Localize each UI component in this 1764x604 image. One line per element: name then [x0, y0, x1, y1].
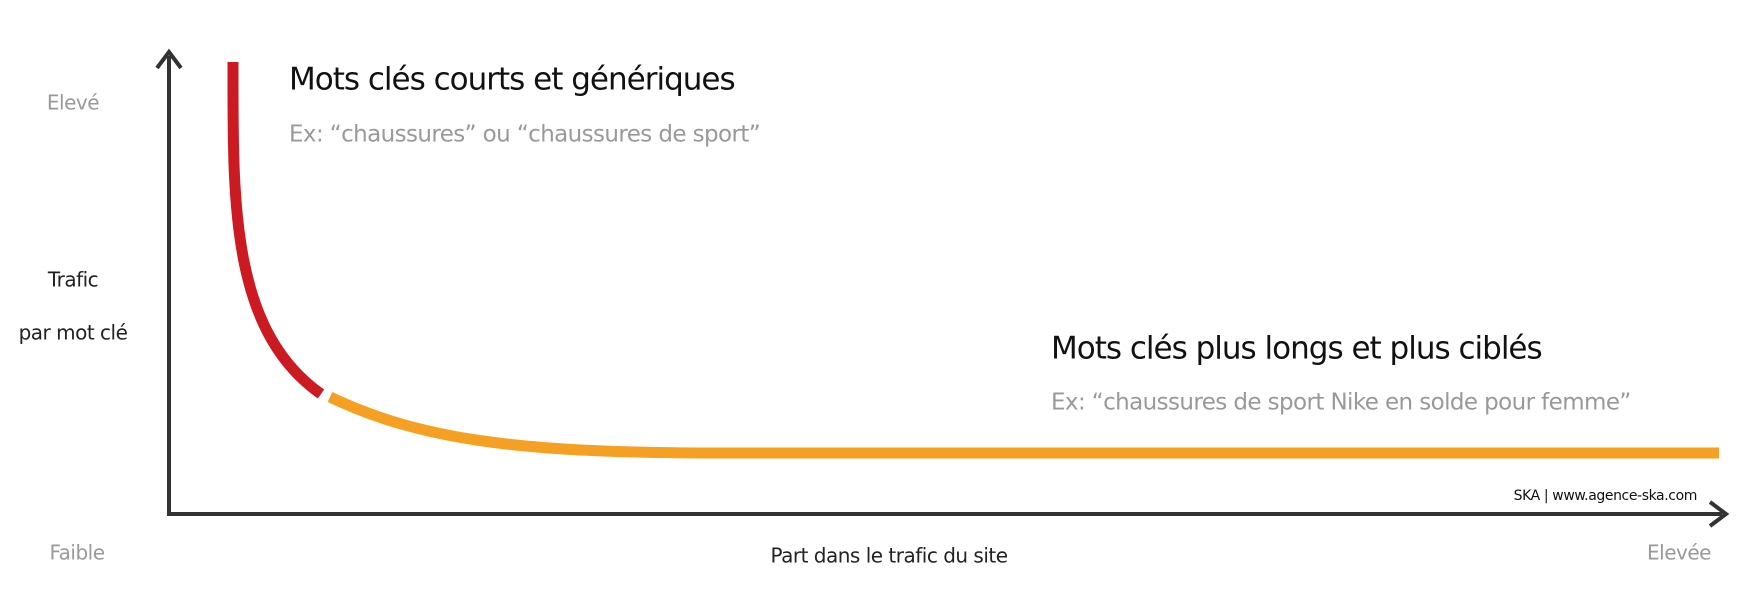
annotation-title: Mots clés plus longs et plus ciblés: [1051, 331, 1542, 367]
x-high-label: Elevée: [1647, 541, 1711, 565]
annotation-title: Mots clés courts et génériques: [289, 62, 735, 98]
y-axis-title: par mot clé: [19, 321, 128, 345]
x-axis-title: Part dans le trafic du site: [770, 544, 1007, 568]
y-low-label: Faible: [49, 541, 104, 565]
credit: SKA | www.agence-ska.com: [1514, 488, 1697, 504]
y-axis-title: Trafic: [47, 268, 98, 292]
annotation-example: Ex: “chaussures” ou “chaussures de sport…: [289, 122, 760, 148]
head-curve: [227, 61, 325, 399]
tail-curve: [327, 392, 1719, 459]
y-axis-arrow: [155, 48, 183, 70]
y-high-label: Elevé: [47, 91, 99, 115]
annotation-example: Ex: “chaussures de sport Nike en solde p…: [1051, 390, 1631, 416]
x-axis-arrow: [1708, 500, 1730, 528]
